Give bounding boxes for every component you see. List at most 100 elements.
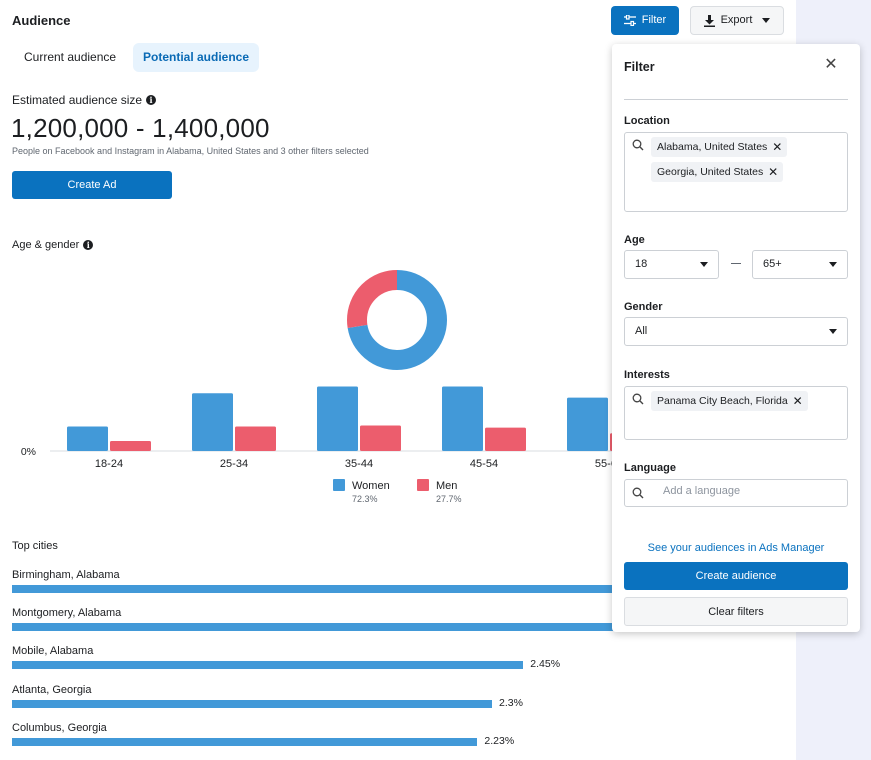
x-tick-label: 18-24 — [95, 458, 123, 470]
city-name: Mobile, Alabama — [12, 645, 94, 657]
ads-manager-link[interactable]: See your audiences in Ads Manager — [647, 542, 825, 554]
download-icon — [703, 14, 715, 27]
x-tick-label: 25-34 — [220, 458, 248, 470]
estimated-size-label: Estimated audience size i — [12, 93, 157, 107]
city-bar — [12, 661, 524, 669]
divider — [624, 99, 848, 100]
city-row: Birmingham, Alabama — [12, 569, 792, 594]
estimated-size-label-text: Estimated audience size — [12, 93, 143, 107]
city-bar-track: 2.45% — [12, 658, 792, 670]
remove-chip-icon[interactable]: ✕ — [772, 140, 783, 154]
chevron-down-icon — [762, 18, 771, 23]
location-chip-label: Georgia, United States — [657, 166, 764, 178]
sliders-icon — [623, 15, 636, 26]
top-cities-title: Top cities — [12, 540, 58, 552]
city-row: Mobile, Alabama 2.45% — [12, 645, 792, 670]
bar-women-35-44 — [317, 386, 358, 451]
x-tick-label: 35-44 — [345, 458, 373, 470]
bar-men-45-54 — [485, 427, 526, 451]
city-percent: 2.23% — [484, 735, 515, 747]
age-gender-label: Age & gender i — [12, 239, 94, 251]
language-input[interactable] — [663, 485, 843, 497]
city-bar-track — [12, 622, 792, 632]
city-name: Birmingham, Alabama — [12, 569, 120, 581]
city-bar-track: 2.23% — [12, 735, 792, 747]
page-title: Audience — [12, 13, 71, 28]
bar-women-25-34 — [192, 393, 233, 451]
gender-select[interactable]: All — [624, 317, 848, 346]
legend-men-swatch — [417, 479, 429, 491]
gender-label: Gender — [624, 301, 663, 313]
filter-panel-title: Filter — [624, 60, 655, 74]
city-row: Columbus, Georgia 2.23% — [12, 722, 792, 747]
legend-men-label: Men — [436, 480, 457, 492]
city-row: Montgomery, Alabama — [12, 607, 792, 632]
legend-women-percent: 72.3% — [352, 494, 378, 504]
legend-men-percent: 27.7% — [436, 494, 462, 504]
estimated-size-value: 1,200,000 - 1,400,000 — [11, 113, 270, 143]
age-min-select[interactable]: 18 — [624, 250, 719, 279]
bar-women-18-24 — [67, 426, 108, 451]
city-percent: 2.3% — [499, 697, 523, 709]
info-icon[interactable]: i — [146, 95, 157, 105]
location-label: Location — [624, 115, 670, 127]
legend-women-swatch — [333, 479, 345, 491]
city-bar — [12, 585, 680, 593]
chevron-down-icon — [700, 262, 708, 267]
language-label: Language — [624, 462, 676, 474]
location-chip: Alabama, United States ✕ — [651, 137, 788, 157]
y-tick-label: 0% — [21, 446, 36, 458]
search-icon — [632, 139, 644, 151]
city-bar-track: 2.3% — [12, 697, 792, 709]
bar-women-45-54 — [442, 386, 483, 451]
donut-men-slice — [347, 270, 447, 370]
city-row: Atlanta, Georgia 2.3% — [12, 684, 792, 709]
create-audience-button[interactable]: Create audience — [624, 562, 848, 590]
city-name: Columbus, Georgia — [12, 722, 107, 734]
info-icon[interactable]: i — [83, 240, 94, 250]
remove-chip-icon[interactable]: ✕ — [768, 165, 779, 179]
interest-chip-label: Panama City Beach, Florida — [657, 395, 788, 407]
close-icon[interactable]: ✕ — [824, 56, 838, 73]
location-field[interactable]: Alabama, United States ✕ Georgia, United… — [624, 132, 848, 212]
x-tick-label: 45-54 — [470, 458, 498, 470]
age-label: Age — [624, 234, 645, 246]
city-bar — [12, 700, 492, 708]
export-button[interactable]: Export — [690, 6, 784, 35]
filter-button[interactable]: Filter — [611, 6, 679, 35]
search-icon — [632, 393, 644, 405]
tab-potential-audience[interactable]: Potential audience — [133, 43, 260, 72]
chevron-down-icon — [829, 329, 837, 334]
tab-current-audience[interactable]: Current audience — [24, 50, 117, 64]
legend-women-label: Women — [352, 480, 390, 492]
age-max-select[interactable]: 65+ — [752, 250, 848, 279]
age-gender-chart: 0%18-2425-3435-4445-5455-64Women72.3%Men… — [21, 270, 620, 504]
bar-men-25-34 — [235, 426, 276, 451]
interests-field[interactable]: Panama City Beach, Florida ✕ — [624, 386, 848, 440]
clear-filters-button[interactable]: Clear filters — [624, 597, 848, 626]
filter-button-label: Filter — [641, 14, 667, 26]
city-bar-track — [12, 584, 792, 594]
remove-chip-icon[interactable]: ✕ — [792, 394, 803, 408]
chevron-down-icon — [829, 262, 837, 267]
filter-panel: Filter ✕ Location Alabama, United States… — [612, 44, 860, 632]
location-chip: Georgia, United States ✕ — [651, 162, 784, 182]
search-icon — [632, 487, 644, 499]
city-name: Montgomery, Alabama — [12, 607, 122, 619]
age-gender-label-text: Age & gender — [12, 239, 80, 251]
language-field[interactable] — [624, 479, 848, 507]
age-min-value: 18 — [635, 258, 648, 270]
age-range-dash — [731, 263, 741, 264]
interests-label: Interests — [624, 369, 670, 381]
city-bar — [12, 623, 643, 631]
estimated-size-description: People on Facebook and Instagram in Alab… — [12, 146, 369, 156]
city-bar — [12, 738, 478, 746]
export-button-label: Export — [720, 14, 753, 26]
city-percent: 2.45% — [530, 658, 561, 670]
bar-men-18-24 — [110, 441, 151, 451]
bar-men-35-44 — [360, 425, 401, 451]
age-max-value: 65+ — [763, 258, 782, 270]
interest-chip: Panama City Beach, Florida ✕ — [651, 391, 808, 411]
city-name: Atlanta, Georgia — [12, 684, 92, 696]
create-ad-button[interactable]: Create Ad — [12, 171, 172, 199]
